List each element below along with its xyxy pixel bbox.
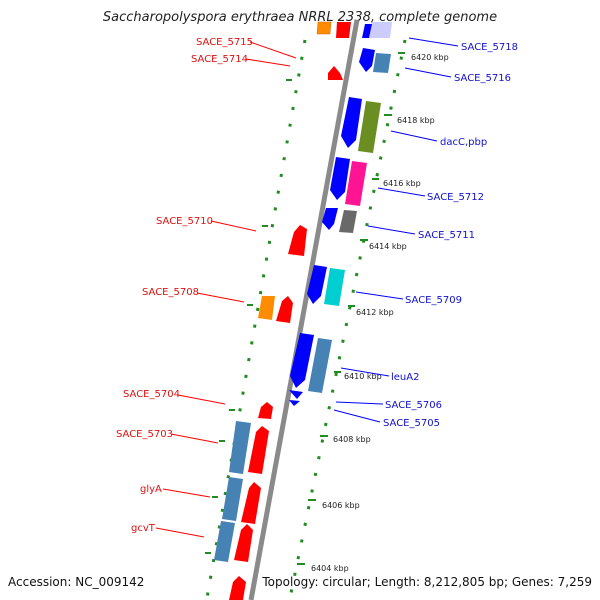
- gene-sace-5709-cyan: [324, 268, 345, 306]
- leader-line: [155, 527, 205, 538]
- gene-sace-5703-steel: [229, 421, 251, 474]
- gene-sace-5716-blue: [359, 48, 375, 72]
- gene-label-left: SACE_5710: [156, 216, 213, 227]
- gene-sace-5714: [328, 66, 343, 80]
- kbp-label: 6406 kbp: [322, 501, 360, 510]
- gene-label-right: SACE_5705: [383, 418, 440, 429]
- gene-label-left: SACE_5704: [123, 389, 180, 400]
- gene-label-left: SACE_5714: [191, 54, 248, 65]
- gene-label-right: dacC,pbp: [440, 137, 487, 148]
- gene-gcvt-steel: [214, 521, 235, 562]
- gene-leua2-blue: [290, 333, 314, 388]
- gene-dacc-blue: [341, 97, 362, 148]
- gene-label-left: SACE_5708: [142, 287, 199, 298]
- gene-label-left: SACE_5703: [116, 429, 173, 440]
- leader-line: [170, 433, 219, 444]
- gene-label-right: leuA2: [391, 372, 419, 383]
- gene-label-right: SACE_5716: [454, 73, 511, 84]
- gene-sace-5706: [289, 390, 303, 399]
- leader-line: [390, 130, 438, 142]
- gene-leua2-steel: [308, 338, 332, 393]
- gene-sace-5703-red: [248, 426, 269, 474]
- leader-line: [355, 291, 404, 300]
- gene-sace-5708-orange: [258, 296, 275, 320]
- leader-line: [335, 401, 384, 405]
- gene-label-right: SACE_5709: [405, 295, 462, 306]
- gene-label-left: SACE_5715: [196, 37, 253, 48]
- leader-line: [162, 488, 211, 498]
- gene-label-right: SACE_5712: [427, 192, 484, 203]
- gene-glya-steel: [222, 477, 243, 521]
- map-title: Saccharopolyspora erythraea NRRL 2338, c…: [102, 10, 498, 25]
- gene-label-left: glyA: [140, 484, 162, 495]
- gene-partial-lavender: [369, 22, 392, 38]
- kbp-label: 6410 kbp: [344, 372, 382, 381]
- kbp-label: 6418 kbp: [397, 116, 435, 125]
- gene-sace-5711-blue: [322, 208, 338, 230]
- gene-dacc-olive: [358, 101, 381, 153]
- kbp-label: 6408 kbp: [333, 435, 371, 444]
- gene-label-right: SACE_5718: [461, 42, 518, 53]
- kbp-label: 6420 kbp: [411, 53, 449, 62]
- gene-partial-orange: [316, 21, 332, 35]
- gene-glya-red: [241, 482, 261, 524]
- gene-sace-5712-blue: [330, 157, 350, 200]
- kbp-label: 6404 kbp: [311, 564, 349, 573]
- leader-line: [177, 394, 226, 405]
- leader-line: [249, 41, 297, 59]
- gene-sace-5711-gray: [339, 210, 357, 233]
- kbp-label: 6416 kbp: [383, 179, 421, 188]
- gene-label-left: gcvT: [131, 523, 156, 534]
- gene-partial-bottom: [229, 576, 246, 600]
- gene-sace-5710: [288, 225, 307, 256]
- leader-line: [340, 367, 390, 377]
- leader-line: [367, 225, 416, 235]
- gene-sace-5704: [258, 402, 273, 419]
- gene-label-right: SACE_5711: [418, 230, 475, 241]
- gene-partial-red: [336, 22, 351, 38]
- gene-sace-5712-magenta: [345, 161, 367, 206]
- topology-text: Topology: circular; Length: 8,212,805 bp…: [262, 575, 592, 589]
- gene-label-right: SACE_5706: [385, 400, 442, 411]
- accession-text: Accession: NC_009142: [8, 575, 145, 589]
- gene-partial-blue: [362, 24, 372, 38]
- kbp-label: 6412 kbp: [356, 308, 394, 317]
- gene-sace-5705: [289, 400, 300, 406]
- genome-backbone: [248, 19, 360, 600]
- leader-line: [408, 37, 459, 47]
- leader-line: [333, 409, 381, 423]
- leader-line: [196, 292, 245, 303]
- kbp-label: 6414 kbp: [369, 242, 407, 251]
- leader-line: [404, 67, 452, 78]
- leader-line: [245, 58, 291, 67]
- gene-sace-5709-blue: [307, 265, 327, 304]
- leader-line: [377, 187, 426, 197]
- gene-sace-5716-steel: [373, 53, 391, 73]
- gene-sace-5708-red: [276, 296, 293, 323]
- leader-line: [210, 220, 257, 232]
- gene-gcvt-red: [234, 524, 253, 562]
